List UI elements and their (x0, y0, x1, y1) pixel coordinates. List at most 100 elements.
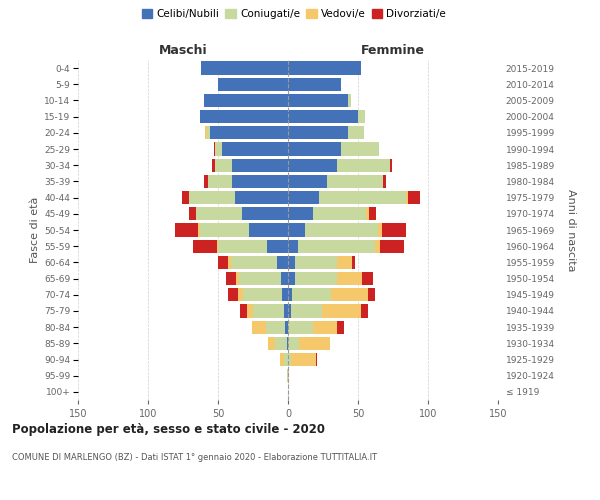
Bar (288, 256, 295, 269)
Bar (214, 142, 215, 156)
Bar (322, 304, 361, 318)
Bar (267, 240, 288, 253)
Bar (331, 288, 368, 302)
Bar (288, 369, 289, 382)
Bar (204, 175, 208, 188)
Bar (288, 158, 337, 172)
Bar (288, 94, 348, 107)
Bar (288, 320, 313, 334)
Bar (268, 336, 275, 350)
Bar (209, 126, 288, 140)
Bar (287, 369, 288, 382)
Bar (288, 142, 341, 156)
Bar (313, 320, 337, 334)
Bar (247, 304, 253, 318)
Bar (287, 336, 288, 350)
Bar (382, 224, 406, 236)
Bar (337, 158, 390, 172)
Bar (409, 191, 419, 204)
Bar (226, 272, 236, 285)
Text: COMUNE DI MARLENGO (BZ) - Dati ISTAT 1° gennaio 2020 - Elaborazione TUTTITALIA.I: COMUNE DI MARLENGO (BZ) - Dati ISTAT 1° … (12, 452, 377, 462)
Bar (352, 256, 355, 269)
Bar (235, 191, 288, 204)
Bar (175, 224, 199, 236)
Bar (275, 336, 287, 350)
Bar (228, 256, 230, 269)
Bar (236, 272, 239, 285)
Bar (368, 288, 375, 302)
Bar (253, 304, 284, 318)
Bar (341, 142, 379, 156)
Bar (251, 320, 266, 334)
Bar (348, 126, 364, 140)
Text: Femmine: Femmine (361, 44, 425, 58)
Bar (288, 353, 291, 366)
Bar (207, 126, 209, 140)
Bar (288, 110, 358, 124)
Bar (205, 126, 207, 140)
Bar (288, 336, 299, 350)
Bar (406, 191, 409, 204)
Bar (390, 158, 392, 172)
Bar (337, 272, 362, 285)
Bar (218, 78, 288, 91)
Bar (288, 304, 291, 318)
Bar (212, 158, 215, 172)
Bar (291, 353, 316, 366)
Bar (249, 224, 288, 236)
Bar (288, 62, 361, 74)
Y-axis label: Anni di nascita: Anni di nascita (566, 188, 576, 271)
Bar (218, 256, 228, 269)
Bar (288, 78, 341, 91)
Bar (280, 353, 284, 366)
Legend: Celibi/Nubili, Coniugati/e, Vedovi/e, Divorziati/e: Celibi/Nubili, Coniugati/e, Vedovi/e, Di… (137, 5, 451, 24)
Bar (380, 240, 404, 253)
Bar (284, 304, 288, 318)
Bar (288, 207, 313, 220)
Bar (200, 224, 249, 236)
Bar (383, 175, 386, 188)
Bar (288, 126, 348, 140)
Bar (367, 207, 369, 220)
Bar (283, 288, 288, 302)
Text: Maschi: Maschi (158, 44, 208, 58)
Bar (377, 224, 382, 236)
Bar (232, 158, 288, 172)
Bar (241, 304, 247, 318)
Bar (217, 240, 218, 253)
Bar (201, 62, 288, 74)
Bar (266, 320, 285, 334)
Bar (375, 240, 380, 253)
Bar (319, 191, 406, 204)
Bar (288, 191, 319, 204)
Bar (208, 175, 232, 188)
Bar (316, 353, 317, 366)
Bar (188, 191, 235, 204)
Bar (232, 175, 288, 188)
Y-axis label: Fasce di età: Fasce di età (30, 197, 40, 263)
Bar (305, 224, 377, 236)
Bar (222, 142, 288, 156)
Bar (204, 94, 288, 107)
Bar (337, 256, 352, 269)
Bar (242, 207, 288, 220)
Bar (298, 240, 375, 253)
Bar (358, 110, 365, 124)
Bar (182, 191, 188, 204)
Bar (291, 304, 322, 318)
Bar (361, 304, 368, 318)
Bar (313, 207, 367, 220)
Bar (288, 175, 327, 188)
Bar (239, 272, 281, 285)
Bar (362, 272, 373, 285)
Bar (284, 353, 288, 366)
Text: Popolazione per età, sesso e stato civile - 2020: Popolazione per età, sesso e stato civil… (12, 422, 325, 436)
Bar (369, 207, 376, 220)
Bar (327, 175, 383, 188)
Bar (218, 240, 267, 253)
Bar (215, 158, 232, 172)
Bar (196, 207, 242, 220)
Bar (295, 272, 337, 285)
Bar (295, 256, 337, 269)
Bar (230, 256, 277, 269)
